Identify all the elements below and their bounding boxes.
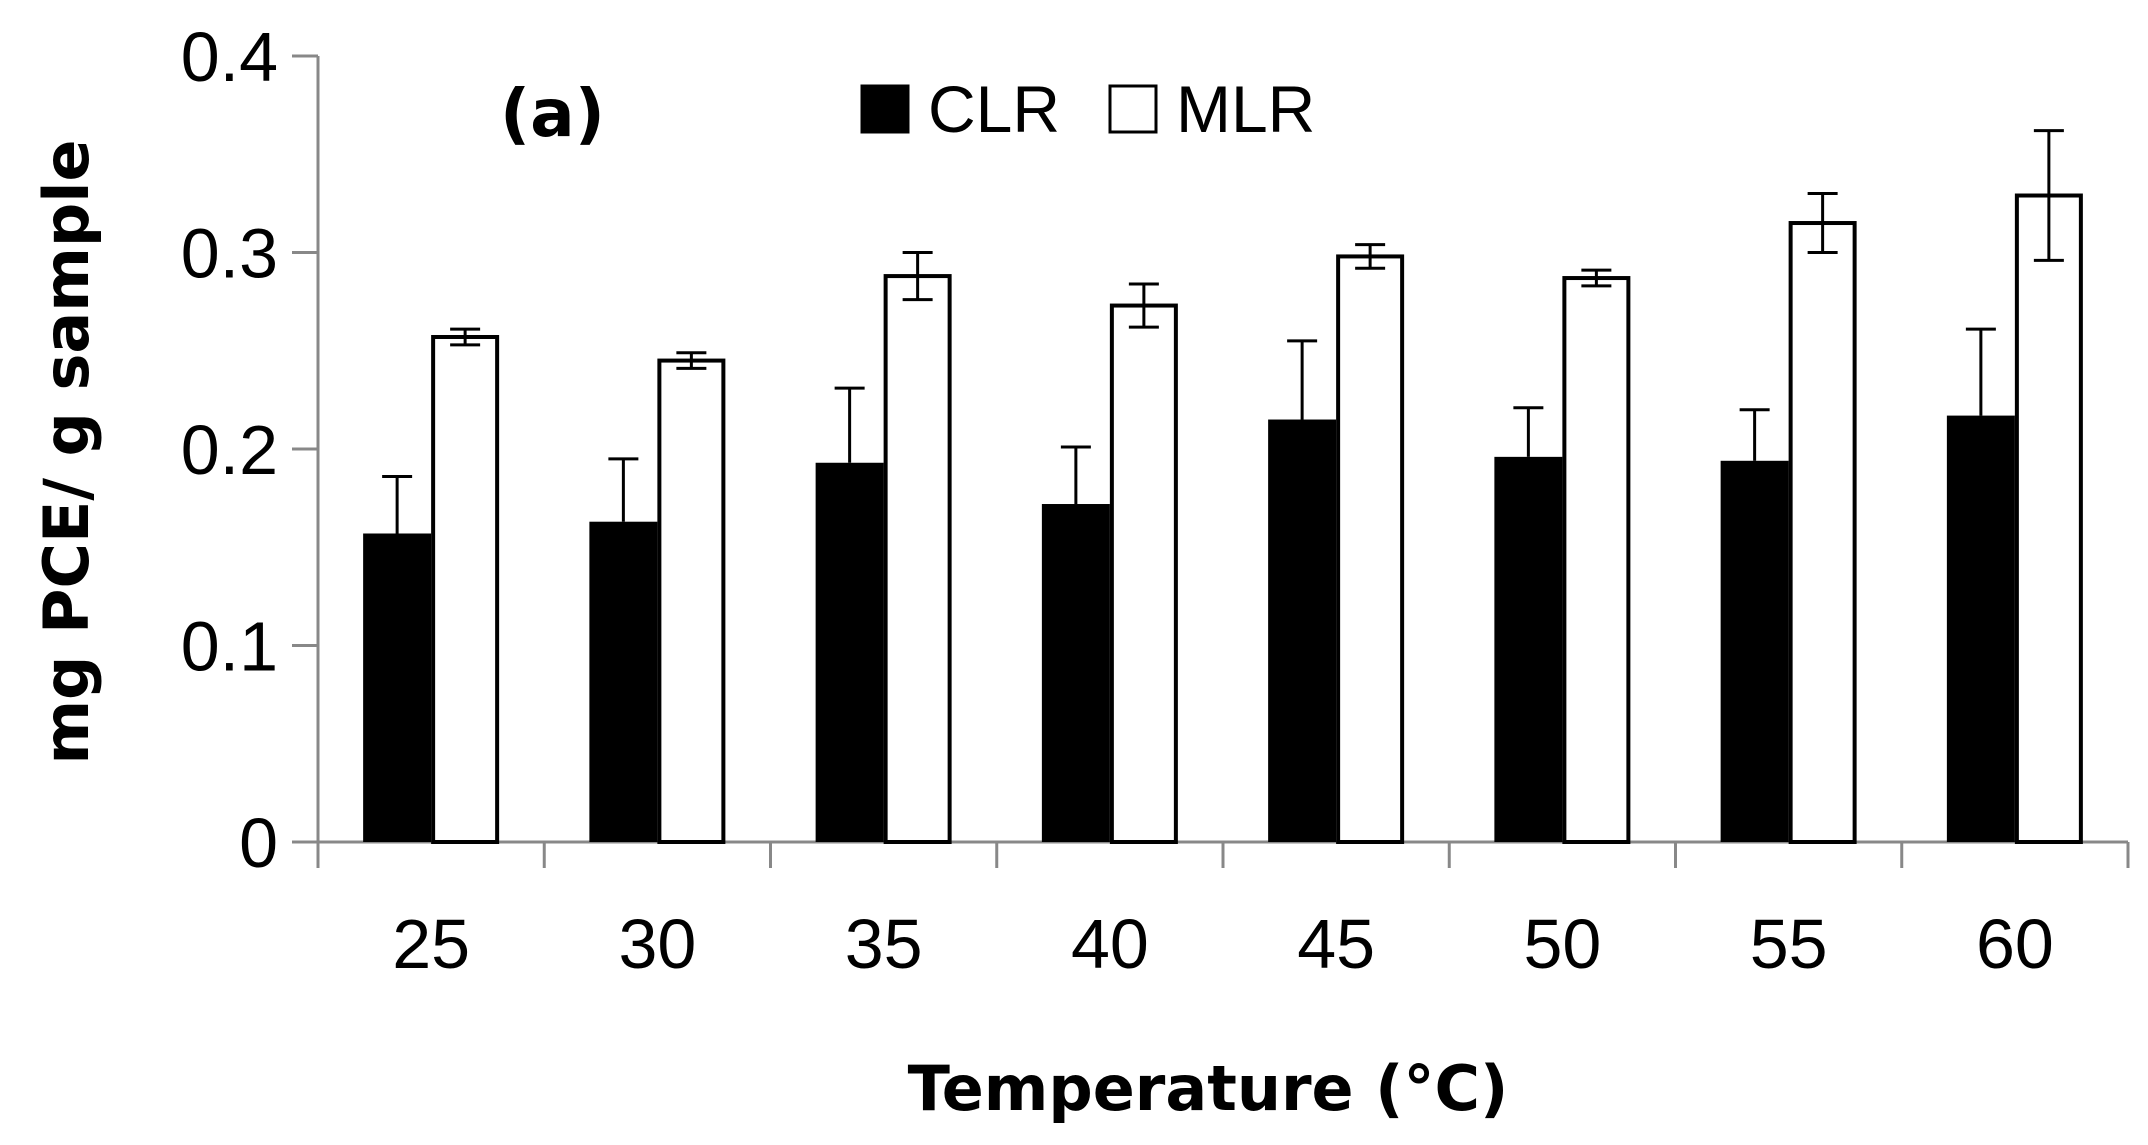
bar-clr — [363, 533, 432, 842]
bar-clr — [1268, 419, 1337, 842]
y-tick-label: 0.1 — [181, 608, 278, 686]
y-axis-title: mg PCE/ g sample — [30, 139, 103, 764]
bar-mlr — [1562, 276, 1631, 845]
bar-mlr — [883, 274, 952, 844]
x-tick-label: 60 — [1976, 905, 2054, 983]
legend-label-mlr: MLR — [1176, 72, 1315, 146]
legend-label-clr: CLR — [928, 72, 1060, 146]
y-tick-label: 0.3 — [181, 215, 278, 293]
legend: CLR MLR — [860, 72, 1315, 146]
tick-labels-layer: 0 0.1 0.2 0.3 0.4 25 30 35 40 45 50 55 60 — [181, 18, 2054, 983]
bar-mlr — [1109, 303, 1178, 844]
x-tick-label: 30 — [618, 905, 696, 983]
y-tick-label: 0 — [239, 804, 278, 882]
legend-swatch-mlr — [1108, 84, 1158, 134]
legend-swatch-clr — [860, 84, 910, 134]
bars-layer — [363, 193, 2083, 845]
bar-mlr — [2014, 193, 2083, 844]
x-tick-label: 40 — [1071, 905, 1149, 983]
bar-clr — [1720, 460, 1789, 842]
x-tick-label: 25 — [392, 905, 470, 983]
x-tick-label: 35 — [845, 905, 923, 983]
x-tick-label: 50 — [1523, 905, 1601, 983]
bar-clr — [589, 521, 658, 842]
bar-clr — [815, 462, 884, 842]
y-tick-label: 0.2 — [181, 411, 278, 489]
error-bars-layer — [382, 129, 2064, 534]
y-tick-label: 0.4 — [181, 18, 278, 96]
panel-label: (a) — [500, 75, 605, 152]
bar-clr — [1041, 504, 1110, 842]
x-tick-label: 45 — [1297, 905, 1375, 983]
bar-mlr — [1788, 221, 1857, 844]
bar-clr — [1946, 415, 2015, 842]
x-tick-label: 55 — [1750, 905, 1828, 983]
bar-mlr — [657, 358, 726, 844]
bar-mlr — [1336, 254, 1405, 844]
bar-mlr — [431, 334, 500, 844]
x-axis-title: Temperature (°C) — [908, 1052, 1509, 1125]
bar-clr — [1494, 456, 1563, 842]
